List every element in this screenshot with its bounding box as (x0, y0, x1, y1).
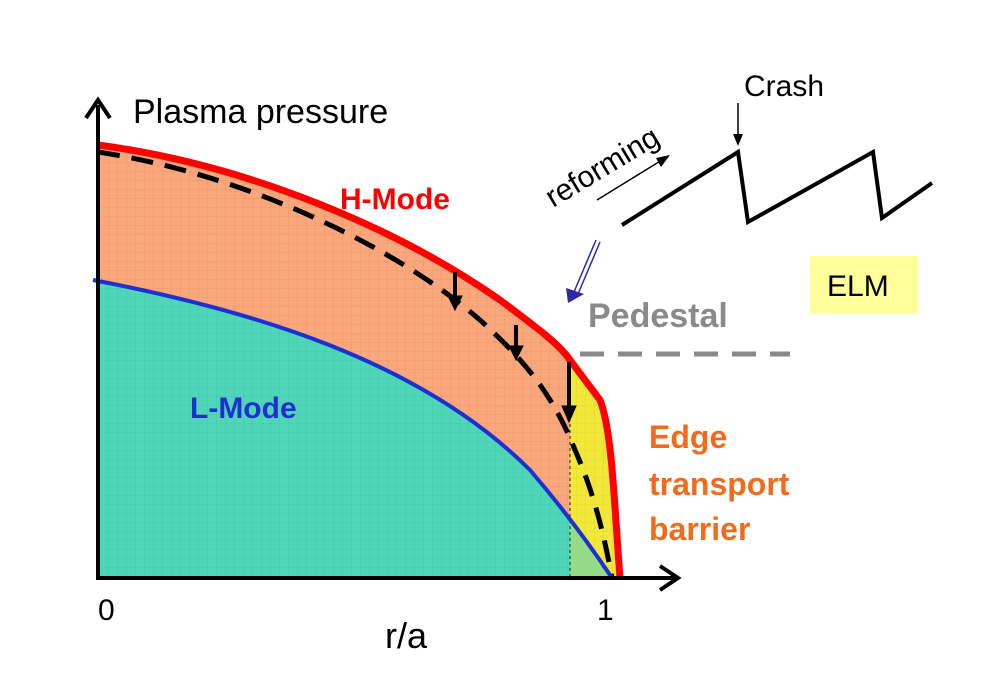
h-mode-label: H-Mode (340, 183, 450, 216)
y-axis-label: Plasma pressure (133, 93, 388, 131)
edge-label-line1: Edge (649, 419, 727, 455)
l-mode-curve (92, 278, 614, 580)
x-tick-1: 1 (597, 594, 614, 627)
post-crash-profile-curve (97, 149, 615, 579)
reforming-arrow (596, 159, 663, 201)
elm-to-pedestal-arrowhead (566, 288, 584, 303)
x-axis-arrowhead (658, 564, 682, 592)
collapse-arrowhead-1 (447, 295, 463, 312)
edge-label-line3: barrier (649, 511, 750, 547)
collapse-arrowhead-2 (508, 345, 524, 362)
elm-label: ELM (827, 270, 889, 303)
h-mode-curve (97, 141, 624, 579)
elm-sawtooth-curve (620, 148, 934, 227)
collapse-arrows (447, 272, 577, 424)
reforming-label: reforming (540, 120, 666, 214)
x-axis-label: r/a (385, 615, 428, 656)
l-mode-label: L-Mode (190, 392, 297, 425)
elm-to-pedestal-arrow-line-b (577, 241, 601, 295)
elm-to-pedestal-arrow (566, 239, 601, 303)
reforming-arrowhead (656, 155, 670, 167)
x-tick-0: 0 (98, 594, 115, 627)
axes (84, 96, 682, 592)
y-axis-arrowhead (84, 96, 112, 120)
pedestal-label: Pedestal (588, 297, 728, 335)
crash-label: Crash (744, 70, 824, 103)
collapse-arrowhead-3 (561, 405, 577, 424)
crash-arrowhead (733, 134, 743, 146)
elm-box (810, 256, 918, 313)
elm-to-pedestal-arrow-line-a (573, 239, 597, 293)
edge-label-line2: transport (649, 466, 790, 502)
edge-barrier-region (570, 360, 620, 578)
l-mode-region (98, 280, 612, 578)
